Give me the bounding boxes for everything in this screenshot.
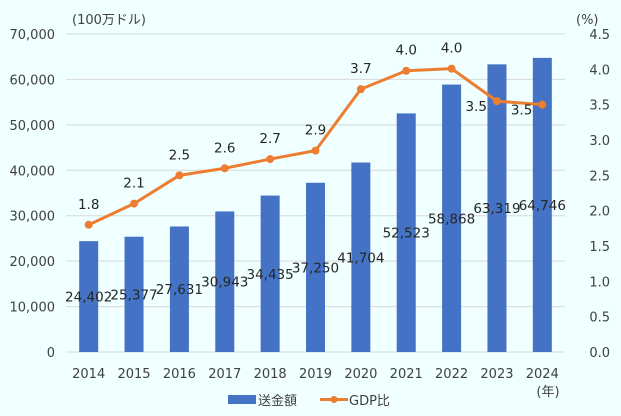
legend: 送金額 GDP比 — [228, 393, 390, 409]
line-data-label: 3.5 — [465, 99, 486, 115]
right-tick-label: 0.5 — [589, 311, 610, 326]
x-axis: 2014 2015 2016 2017 2018 2019 2020 2021 2022 2023… — [72, 367, 559, 382]
bar — [396, 113, 416, 353]
line-data-label: 2.1 — [123, 176, 144, 192]
right-tick-label: 3.5 — [589, 99, 610, 114]
bar-data-label: 52,523 — [383, 226, 430, 242]
left-axis-unit: (100万ドル) — [72, 13, 146, 28]
x-tick-label: 2022 — [435, 367, 468, 382]
bar — [487, 64, 507, 352]
x-tick-label: 2015 — [117, 367, 150, 382]
bar — [351, 162, 371, 352]
bar-data-label: 64,746 — [519, 198, 566, 214]
line-marker — [84, 220, 93, 229]
left-tick-label: 20,000 — [10, 255, 56, 270]
line-marker — [402, 66, 411, 75]
line-marker — [175, 171, 184, 180]
bar-data-label: 24,402 — [65, 290, 112, 306]
bar-series — [79, 57, 552, 353]
left-tick-label: 30,000 — [10, 210, 56, 225]
right-tick-label: 0.0 — [589, 346, 610, 361]
line-marker — [220, 164, 229, 173]
legend-bar-swatch — [228, 395, 256, 404]
bar — [260, 195, 280, 352]
x-tick-label: 2019 — [299, 367, 332, 382]
line-data-label: 2.6 — [214, 140, 235, 156]
x-tick-label: 2017 — [208, 367, 241, 382]
line-data-label: 4.0 — [441, 41, 462, 57]
right-tick-label: 2.5 — [589, 169, 610, 184]
line-data-label: 1.8 — [78, 197, 99, 213]
line-series — [84, 64, 547, 229]
bar — [306, 182, 325, 352]
bar — [215, 211, 235, 352]
legend-item-line[interactable]: GDP比 — [320, 394, 390, 409]
line-data-label: 3.7 — [350, 61, 371, 77]
left-tick-label: 40,000 — [10, 164, 56, 179]
bar-data-label: 27,631 — [156, 282, 203, 298]
right-tick-label: 4.0 — [589, 63, 610, 78]
line-data-label: 2.7 — [259, 131, 280, 147]
bar-data-label: 41,704 — [337, 250, 384, 266]
left-tick-label: 10,000 — [10, 301, 56, 316]
line-data-label: 2.9 — [305, 123, 326, 139]
right-axis: 0.0 0.5 1.0 1.5 2.0 2.5 3.0 3.5 4.0 4.5 — [589, 28, 610, 361]
line-marker — [356, 85, 365, 94]
line-data-labels: 1.8 2.1 2.5 2.6 2.7 2.9 3.7 4.0 4.0 3.5 3.5 — [78, 41, 532, 213]
bar-data-labels: 24,40225,37727,63130,94334,43537,25041,7… — [65, 198, 566, 306]
line-marker — [266, 155, 275, 164]
bar — [532, 57, 552, 353]
bar — [79, 241, 99, 352]
right-axis-unit: (%) — [576, 13, 599, 28]
right-tick-label: 1.0 — [589, 275, 610, 290]
legend-item-bar[interactable]: 送金額 — [228, 393, 297, 409]
bar — [124, 236, 144, 352]
line-marker — [538, 100, 547, 109]
x-tick-label: 2014 — [72, 367, 105, 382]
line-marker — [311, 146, 320, 155]
right-tick-label: 1.5 — [589, 240, 610, 255]
legend-bar-label: 送金額 — [258, 393, 297, 409]
left-axis: 0 10,000 20,000 30,000 40,000 50,000 60,000 70,… — [10, 28, 56, 361]
line-marker — [130, 199, 139, 208]
line-data-label: 2.5 — [169, 147, 190, 163]
line-marker — [447, 64, 456, 73]
bar-data-label: 58,868 — [428, 211, 475, 227]
bar-data-label: 25,377 — [110, 287, 157, 303]
right-tick-label: 2.0 — [589, 205, 610, 220]
x-tick-label: 2023 — [480, 367, 513, 382]
legend-line-marker — [330, 396, 338, 403]
line-marker — [492, 97, 501, 106]
bar-data-label: 34,435 — [247, 267, 294, 283]
bar — [442, 84, 462, 353]
legend-line-label: GDP比 — [349, 394, 390, 409]
right-tick-label: 4.5 — [589, 28, 610, 43]
bar-data-label: 63,319 — [473, 201, 520, 217]
left-tick-label: 70,000 — [10, 28, 56, 43]
x-tick-label: 2020 — [344, 367, 377, 382]
x-tick-label: 2016 — [163, 367, 196, 382]
bar-data-label: 30,943 — [201, 275, 248, 291]
right-tick-label: 3.0 — [589, 134, 610, 149]
left-tick-label: 0 — [47, 346, 55, 361]
line-data-label: 3.5 — [511, 103, 532, 119]
x-tick-label: 2021 — [390, 367, 423, 382]
x-tick-label: 2018 — [254, 367, 287, 382]
bar-data-label: 37,250 — [292, 260, 339, 276]
bar — [169, 226, 189, 352]
left-tick-label: 50,000 — [10, 119, 56, 134]
left-tick-label: 60,000 — [10, 73, 56, 88]
x-axis-suffix: (年) — [536, 385, 559, 400]
line-data-label: 4.0 — [395, 43, 416, 59]
x-tick-label: 2024 — [526, 367, 559, 382]
